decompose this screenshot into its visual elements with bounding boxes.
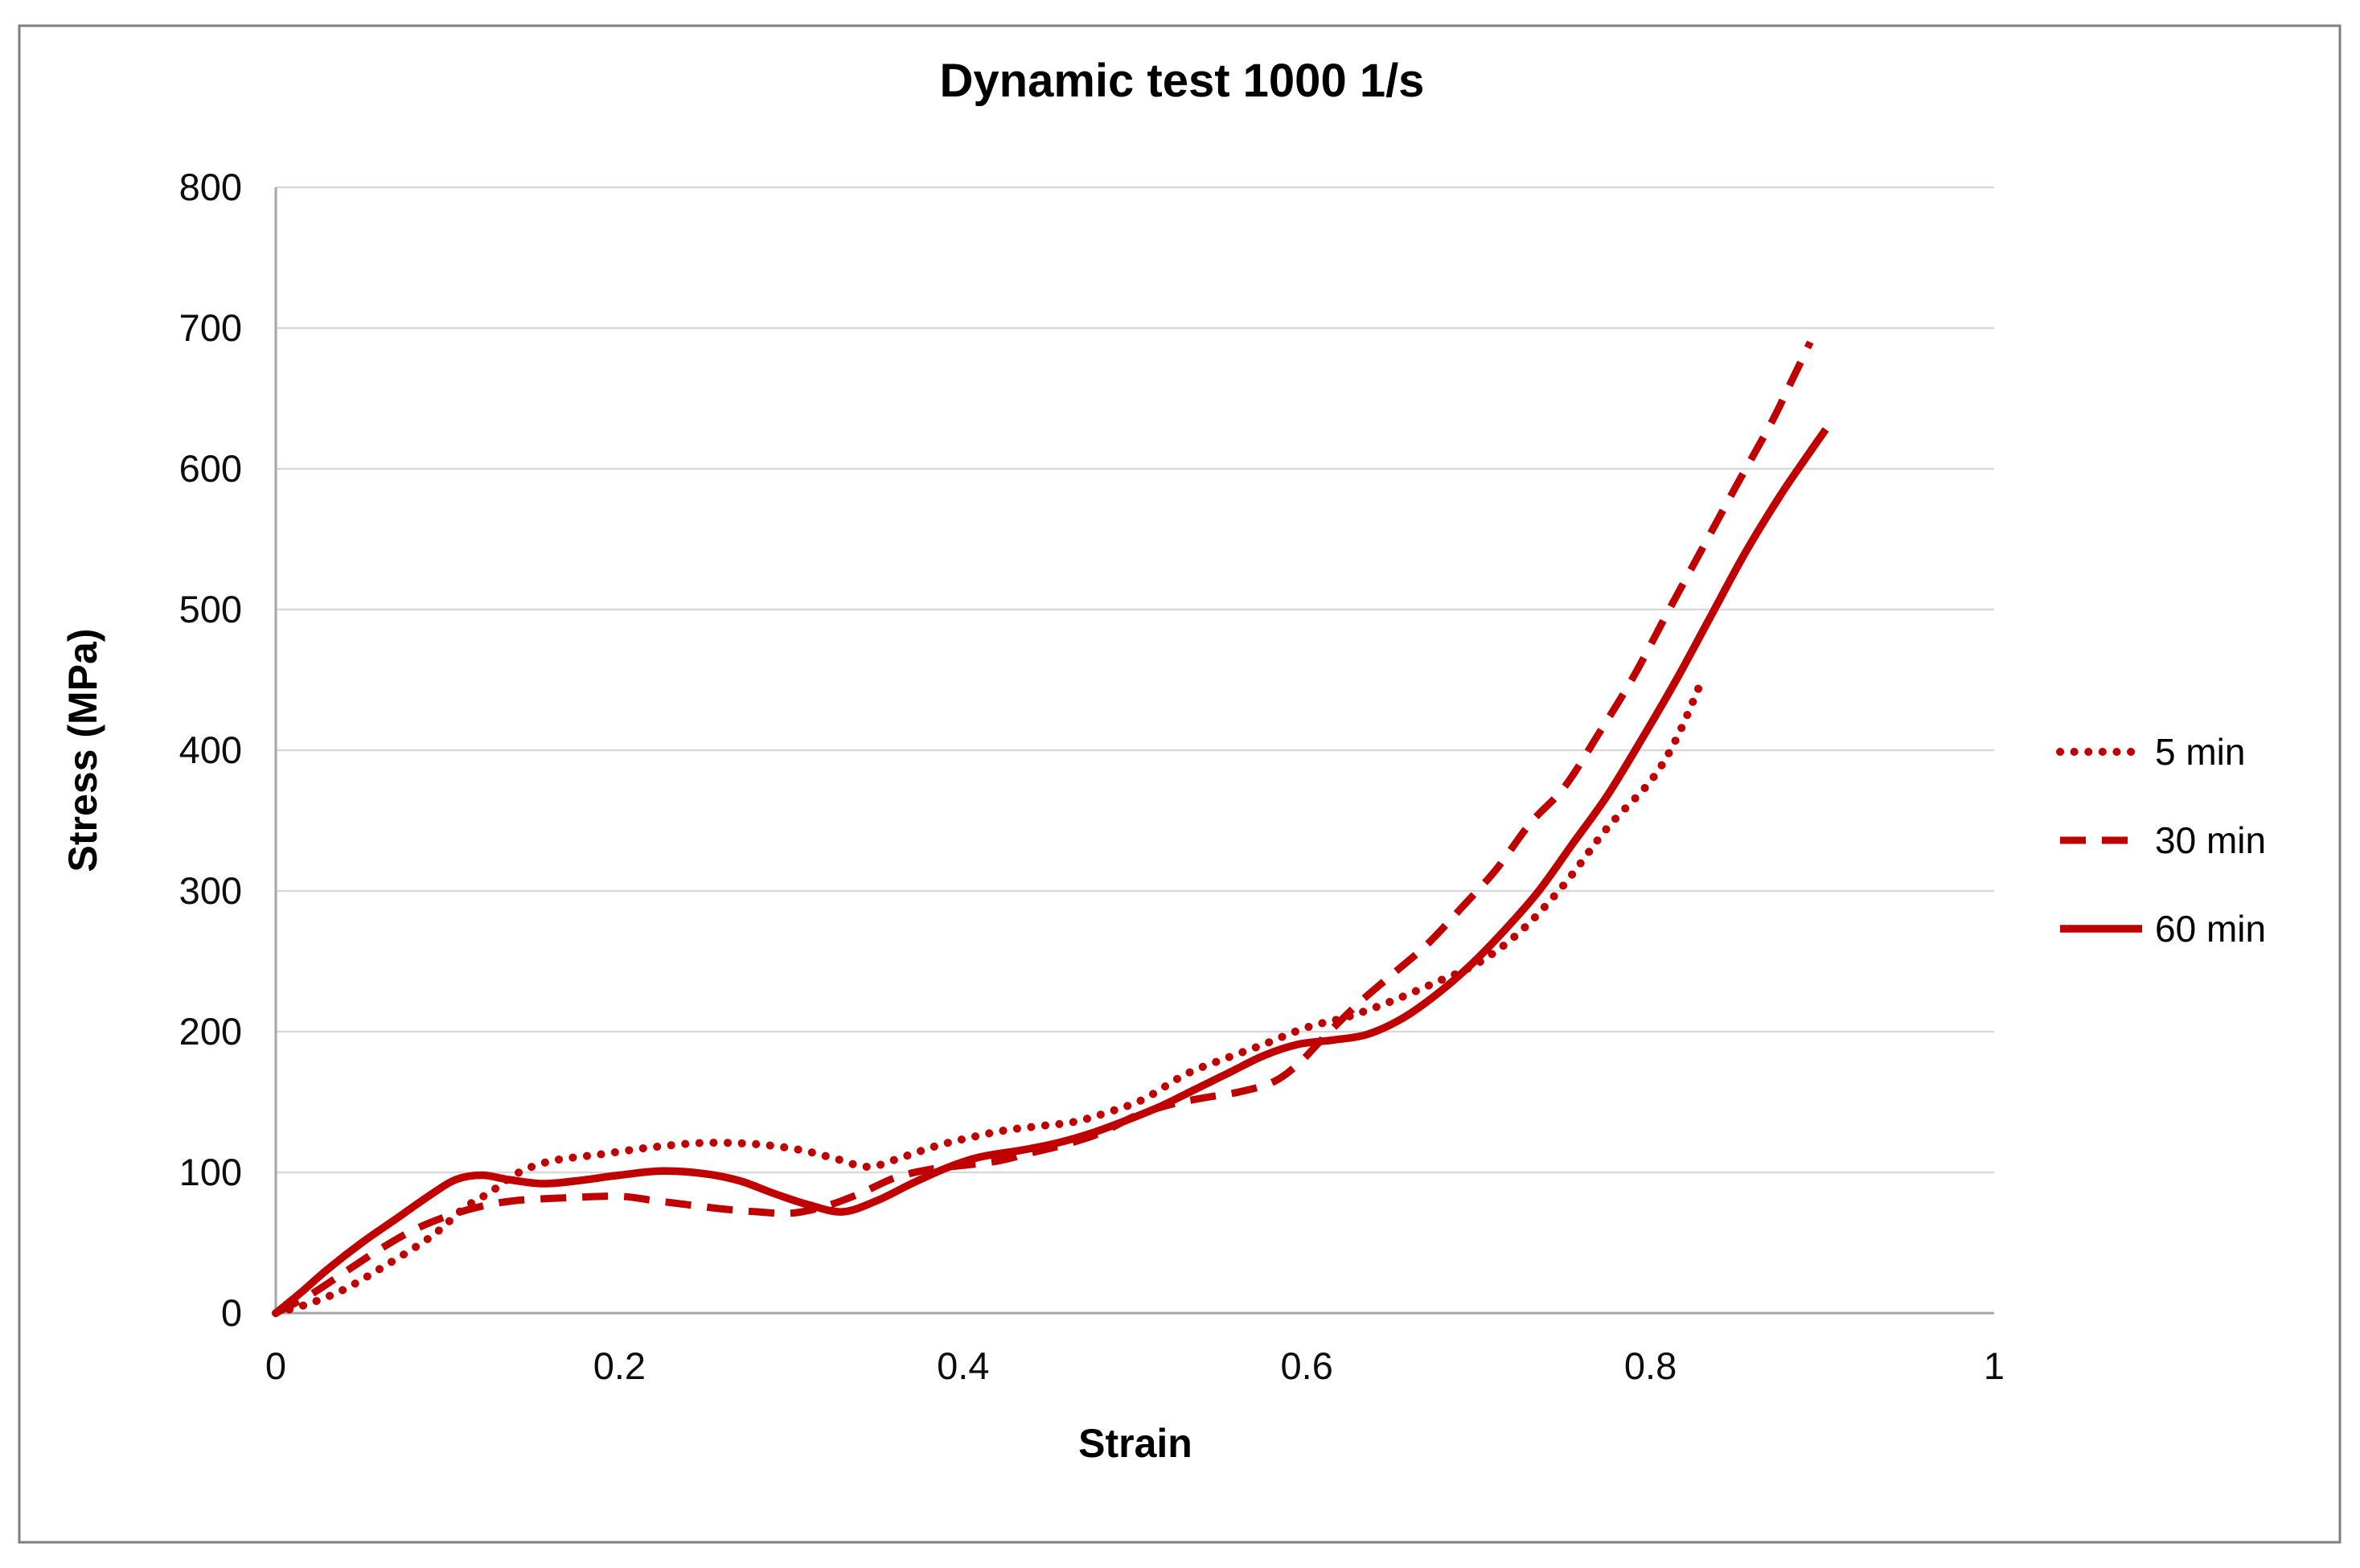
- series-line-5-min[interactable]: [272, 675, 1706, 1317]
- chart-outer-border: [18, 24, 2342, 1544]
- y-tick-label-0: 0: [221, 1291, 242, 1334]
- chart-title[interactable]: Dynamic test 1000 1/s: [940, 55, 1425, 107]
- y-tick-label-800: 800: [179, 166, 242, 208]
- legend-label-5min: 5 min: [2155, 731, 2245, 773]
- y-tick-label-700: 700: [179, 306, 242, 349]
- series-line-30-min[interactable]: [273, 340, 1814, 1316]
- y-tick-label-500: 500: [179, 588, 242, 630]
- x-tick-label-1: 1: [1984, 1344, 2005, 1387]
- y-tick-label-400: 400: [179, 729, 242, 771]
- legend-item-30min[interactable]: 30 min: [2060, 819, 2266, 861]
- plot-area[interactable]: 0 100 200 300 400 500 600 700 800 0 0.2 0.4 0.6 0.8 1: [179, 166, 2005, 1387]
- legend-item-60min[interactable]: 60 min: [2060, 908, 2266, 950]
- series-line-60-min[interactable]: [273, 427, 1829, 1316]
- y-tick-label-300: 300: [179, 869, 242, 912]
- y-tick-label-100: 100: [179, 1151, 242, 1193]
- legend-label-30min: 30 min: [2155, 819, 2266, 861]
- x-tick-label-0.8: 0.8: [1624, 1344, 1677, 1387]
- x-tick-label-0.2: 0.2: [593, 1344, 646, 1387]
- legend-label-60min: 60 min: [2155, 908, 2266, 950]
- x-tick-label-0: 0: [265, 1344, 286, 1387]
- y-tick-label-600: 600: [179, 447, 242, 490]
- y-axis-title: Stress (MPa): [60, 629, 105, 872]
- x-tick-label-0.4: 0.4: [937, 1344, 989, 1387]
- legend: 5 min 30 min 60 min: [2056, 731, 2266, 950]
- legend-item-5min[interactable]: 5 min: [2056, 731, 2245, 773]
- y-tick-label-200: 200: [179, 1010, 242, 1053]
- x-tick-label-0.6: 0.6: [1281, 1344, 1333, 1387]
- x-axis-title: Strain: [1078, 1421, 1192, 1466]
